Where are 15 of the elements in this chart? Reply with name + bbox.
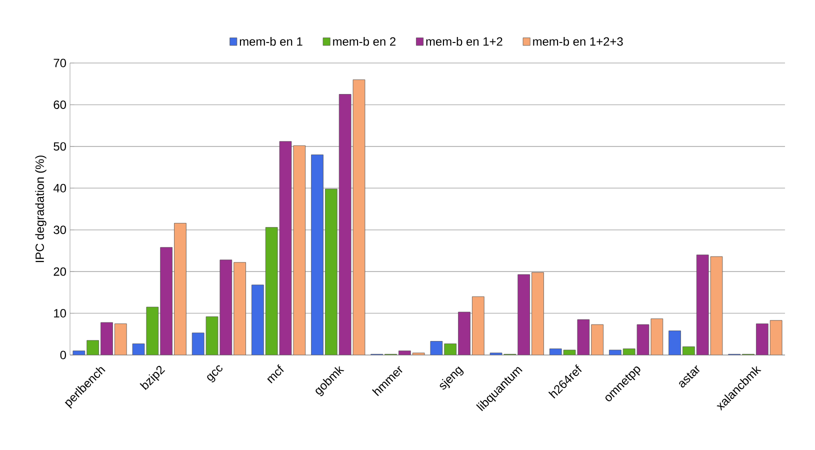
y-axis-title: IPC degradation (%) [35,156,46,262]
legend-label: mem-b en 1 [240,36,302,46]
y-tick-label: 60 [54,100,66,109]
y-tick-label: 50 [54,142,66,151]
y-tick-label: 0 [60,350,66,360]
y-tick-label: 20 [54,267,66,276]
y-tick-label: 40 [53,184,66,192]
y-tick-label: 70 [54,58,66,68]
y-tick-label: 30 [54,226,66,234]
x-tick-label: mcf [267,364,284,384]
legend-label: mem-b en 1+2+3 [533,36,623,46]
legend-label: mem-b en 2 [333,36,396,46]
y-tick-label: 10 [54,309,66,318]
legend-label: mem-b en 1+2 [426,36,502,46]
x-tick-label: gcc [207,365,222,382]
